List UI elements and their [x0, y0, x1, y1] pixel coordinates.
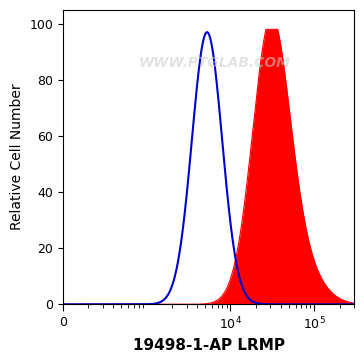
Text: WWW.PTGLAB.COM: WWW.PTGLAB.COM [138, 56, 290, 70]
X-axis label: 19498-1-AP LRMP: 19498-1-AP LRMP [132, 338, 285, 353]
Y-axis label: Relative Cell Number: Relative Cell Number [10, 84, 24, 231]
